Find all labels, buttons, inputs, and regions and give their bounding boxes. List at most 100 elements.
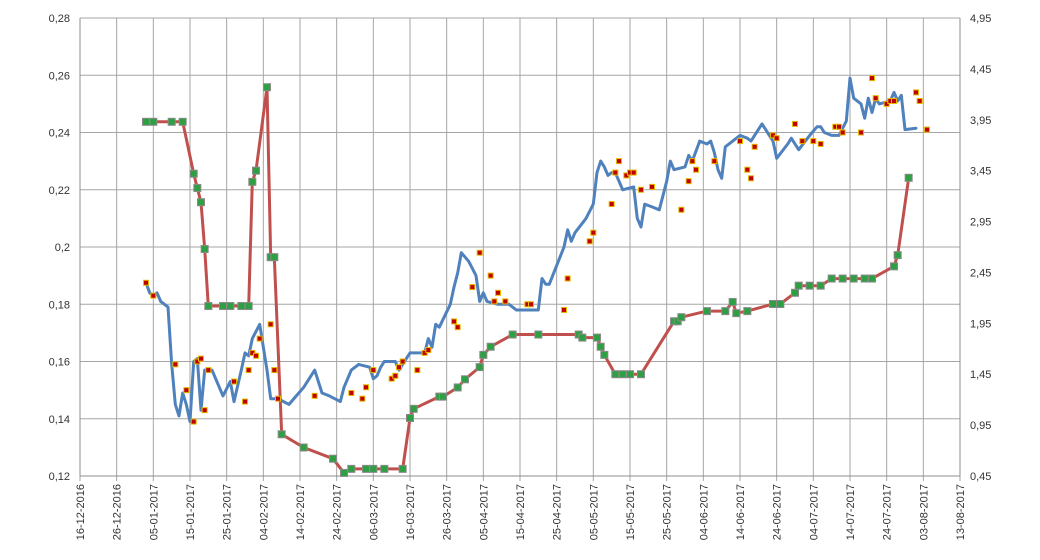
red-square-marker — [678, 206, 685, 213]
x-tick-label: 16-12-2016 — [75, 484, 87, 540]
green-square-marker — [618, 370, 627, 379]
y-left-tick-label: 0,28 — [49, 13, 70, 25]
red-square-marker — [858, 129, 864, 136]
red-square-marker — [363, 384, 369, 391]
green-square-marker — [204, 302, 213, 311]
green-square-marker — [461, 375, 469, 384]
green-square-marker — [838, 274, 847, 283]
red-square-marker — [689, 158, 696, 165]
x-tick-label: 15-01-2017 — [185, 484, 197, 540]
green-square-marker — [299, 443, 308, 452]
green-square-marker — [219, 302, 227, 311]
green-square-marker — [142, 117, 150, 126]
x-tick-label: 16-03-2017 — [405, 484, 417, 540]
x-tick-label: 14-07-2017 — [845, 484, 857, 540]
red-square-marker — [649, 183, 655, 190]
red-square-marker — [810, 138, 817, 145]
red-square-marker — [799, 138, 806, 145]
green-square-marker — [479, 350, 488, 359]
y-left-tick-label: 0,12 — [49, 471, 70, 483]
green-square-marker — [600, 350, 609, 359]
green-square-marker — [244, 302, 253, 311]
red-square-marker — [392, 372, 399, 379]
green-square-marker — [362, 464, 370, 473]
green-square-marker — [340, 468, 348, 477]
x-tick-label: 14-06-2017 — [735, 484, 747, 540]
green-square-marker — [167, 117, 176, 126]
red-square-marker — [608, 201, 615, 208]
x-tick-label: 26-03-2017 — [442, 484, 454, 540]
x-tick-label: 25-01-2017 — [222, 484, 234, 540]
red-square-marker — [271, 367, 278, 374]
y-right-tick-label: 3,45 — [970, 166, 991, 178]
green-square-marker — [237, 302, 246, 311]
x-tick-label: 14-02-2017 — [295, 484, 307, 540]
green-square-marker — [721, 307, 730, 316]
green-square-marker — [189, 169, 198, 178]
y-right-tick-label: 0,45 — [970, 471, 991, 483]
green-square-marker — [732, 309, 741, 318]
y-left-tick-label: 0,14 — [49, 414, 70, 426]
y-right-tick-label: 2,45 — [970, 267, 991, 279]
green-square-marker — [743, 307, 752, 316]
x-tick-label: 24-07-2017 — [882, 484, 894, 540]
green-square-marker — [270, 253, 279, 262]
red-square-marker — [773, 135, 780, 142]
red-square-marker — [245, 367, 252, 374]
green-square-marker — [534, 330, 543, 339]
red-square-marker — [751, 143, 758, 150]
red-square-marker — [487, 272, 494, 279]
green-square-marker — [791, 288, 799, 297]
red-square-marker — [748, 175, 754, 182]
green-square-marker — [626, 370, 634, 379]
red-square-marker — [396, 364, 402, 371]
green-square-marker — [248, 177, 257, 186]
x-tick-label: 04-06-2017 — [698, 484, 710, 540]
green-square-marker — [406, 413, 414, 422]
red-square-marker — [561, 306, 567, 313]
x-tick-label: 25-04-2017 — [552, 484, 564, 540]
series-markers — [142, 75, 930, 477]
x-tick-label: 26-12-2016 — [112, 484, 124, 540]
green-square-marker — [703, 307, 711, 316]
red-square-marker — [348, 389, 355, 396]
green-square-marker — [263, 83, 271, 92]
green-square-marker — [794, 281, 803, 290]
red-square-marker — [253, 352, 259, 359]
red-square-marker — [502, 298, 509, 305]
red-square-marker — [425, 347, 432, 354]
green-square-marker — [329, 454, 337, 463]
red-square-marker — [817, 140, 824, 147]
green-square-marker — [849, 274, 858, 283]
red-square-marker — [370, 367, 377, 374]
green-square-marker — [149, 117, 158, 126]
y-right-tick-label: 2,95 — [970, 217, 991, 229]
red-square-marker — [612, 169, 619, 176]
red-square-marker — [916, 98, 923, 105]
green-square-marker — [677, 313, 686, 322]
green-square-marker — [776, 299, 785, 308]
green-square-marker — [805, 281, 814, 290]
y-right-tick-label: 1,95 — [970, 318, 991, 330]
x-tick-label: 15-05-2017 — [625, 484, 637, 540]
green-square-marker — [277, 430, 286, 439]
red-square-marker — [491, 298, 498, 305]
red-square-marker — [685, 178, 692, 185]
red-square-marker — [913, 89, 919, 96]
red-square-marker — [924, 126, 930, 133]
red-square-marker — [190, 418, 197, 425]
green-square-marker — [453, 383, 462, 392]
x-tick-label: 04-07-2017 — [808, 484, 820, 540]
y-right-tick-label: 4,95 — [970, 13, 991, 25]
red-square-marker — [451, 318, 457, 325]
tick-labels: 0,12 0,14 0,16 0,18 0,2 0,22 0,24 0,26 0,28 0,45 0… — [49, 13, 992, 540]
axes — [79, 18, 961, 481]
red-square-marker — [564, 275, 571, 282]
green-square-marker — [380, 464, 389, 473]
red-square-marker — [275, 395, 281, 402]
red-square-marker — [869, 75, 875, 82]
red-square-marker — [469, 284, 476, 291]
y-left-tick-label: 0,22 — [49, 185, 70, 197]
red-square-marker — [454, 324, 461, 331]
